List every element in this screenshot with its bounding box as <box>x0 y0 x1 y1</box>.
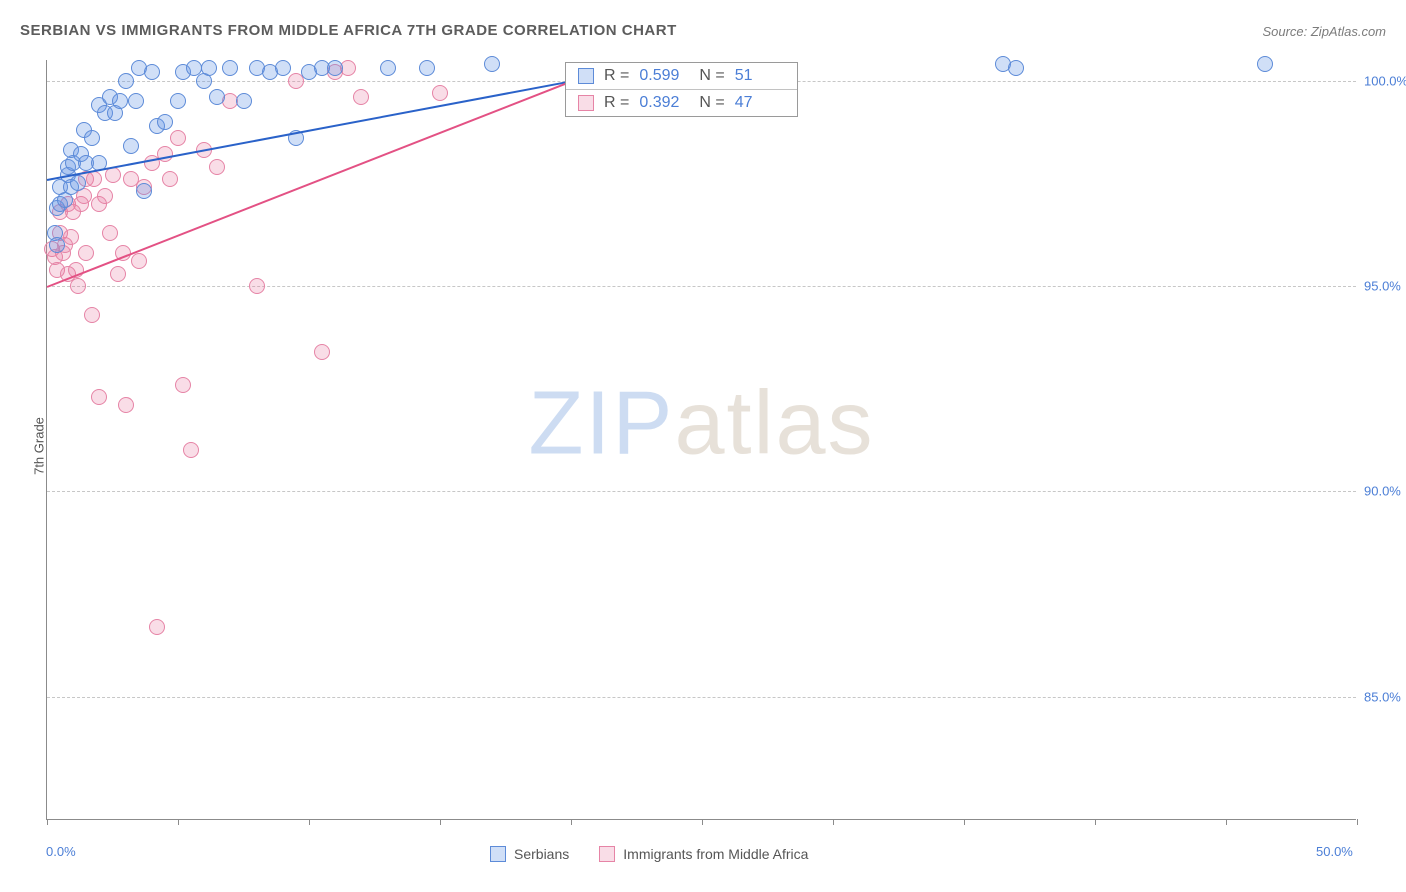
scatter-point <box>275 60 291 76</box>
legend-label: Serbians <box>514 846 569 862</box>
scatter-point <box>484 56 500 72</box>
x-tick-label: 50.0% <box>1316 844 1353 859</box>
stats-n-value: 51 <box>735 67 785 85</box>
y-tick-label: 95.0% <box>1364 278 1406 293</box>
x-tick <box>571 819 572 825</box>
legend-swatch <box>490 846 506 862</box>
scatter-point <box>353 89 369 105</box>
legend-swatch <box>578 95 594 111</box>
x-tick <box>440 819 441 825</box>
scatter-point <box>84 130 100 146</box>
scatter-point <box>201 60 217 76</box>
x-tick <box>1095 819 1096 825</box>
stats-r-value: 0.599 <box>639 67 689 85</box>
scatter-point <box>432 85 448 101</box>
gridline <box>47 286 1356 287</box>
scatter-point <box>91 389 107 405</box>
scatter-point <box>70 175 86 191</box>
scatter-point <box>78 245 94 261</box>
scatter-point <box>380 60 396 76</box>
scatter-point <box>314 344 330 360</box>
stats-row: R = 0.392 N = 47 <box>566 89 797 116</box>
x-tick <box>1357 819 1358 825</box>
scatter-point <box>236 93 252 109</box>
scatter-point <box>70 278 86 294</box>
scatter-point <box>86 171 102 187</box>
scatter-point <box>162 171 178 187</box>
scatter-point <box>144 64 160 80</box>
scatter-point <box>112 93 128 109</box>
x-tick <box>309 819 310 825</box>
scatter-point <box>118 73 134 89</box>
scatter-point <box>84 307 100 323</box>
y-tick-label: 85.0% <box>1364 689 1406 704</box>
scatter-point <box>157 146 173 162</box>
scatter-point <box>131 253 147 269</box>
scatter-plot-area: ZIPatlas 85.0%90.0%95.0%100.0% <box>46 60 1356 820</box>
scatter-point <box>136 183 152 199</box>
scatter-point <box>249 278 265 294</box>
x-tick <box>702 819 703 825</box>
stats-n-value: 47 <box>735 94 785 112</box>
x-tick <box>47 819 48 825</box>
scatter-point <box>102 225 118 241</box>
scatter-point <box>118 397 134 413</box>
scatter-point <box>149 619 165 635</box>
scatter-point <box>209 159 225 175</box>
gridline <box>47 697 1356 698</box>
x-tick <box>1226 819 1227 825</box>
stats-n-label: N = <box>699 67 724 85</box>
scatter-point <box>97 188 113 204</box>
source-attribution: Source: ZipAtlas.com <box>1262 24 1386 39</box>
scatter-point <box>327 60 343 76</box>
stats-row: R = 0.599 N = 51 <box>566 63 797 89</box>
x-tick <box>964 819 965 825</box>
legend-label: Immigrants from Middle Africa <box>623 846 808 862</box>
legend-swatch <box>599 846 615 862</box>
gridline <box>47 491 1356 492</box>
scatter-point <box>1008 60 1024 76</box>
scatter-point <box>170 130 186 146</box>
stats-r-label: R = <box>604 67 629 85</box>
scatter-point <box>49 237 65 253</box>
legend: Serbians Immigrants from Middle Africa <box>490 846 808 862</box>
scatter-point <box>175 377 191 393</box>
x-tick-label: 0.0% <box>46 844 76 859</box>
x-tick <box>178 819 179 825</box>
scatter-point <box>110 266 126 282</box>
scatter-point <box>128 93 144 109</box>
watermark: ZIPatlas <box>528 373 874 476</box>
legend-swatch <box>578 68 594 84</box>
scatter-point <box>123 138 139 154</box>
scatter-point <box>183 442 199 458</box>
correlation-stats-box: R = 0.599 N = 51 R = 0.392 N = 47 <box>565 62 798 117</box>
scatter-point <box>157 114 173 130</box>
scatter-point <box>209 89 225 105</box>
x-tick <box>833 819 834 825</box>
legend-item: Serbians <box>490 846 569 862</box>
y-axis-label: 7th Grade <box>31 417 46 475</box>
watermark-atlas: atlas <box>674 374 874 474</box>
chart-title: SERBIAN VS IMMIGRANTS FROM MIDDLE AFRICA… <box>20 22 677 39</box>
y-tick-label: 100.0% <box>1364 73 1406 88</box>
scatter-point <box>170 93 186 109</box>
stats-n-label: N = <box>699 94 724 112</box>
scatter-point <box>1257 56 1273 72</box>
scatter-point <box>419 60 435 76</box>
stats-r-value: 0.392 <box>639 94 689 112</box>
scatter-point <box>222 60 238 76</box>
legend-item: Immigrants from Middle Africa <box>599 846 808 862</box>
y-tick-label: 90.0% <box>1364 484 1406 499</box>
stats-r-label: R = <box>604 94 629 112</box>
watermark-zip: ZIP <box>528 374 674 474</box>
